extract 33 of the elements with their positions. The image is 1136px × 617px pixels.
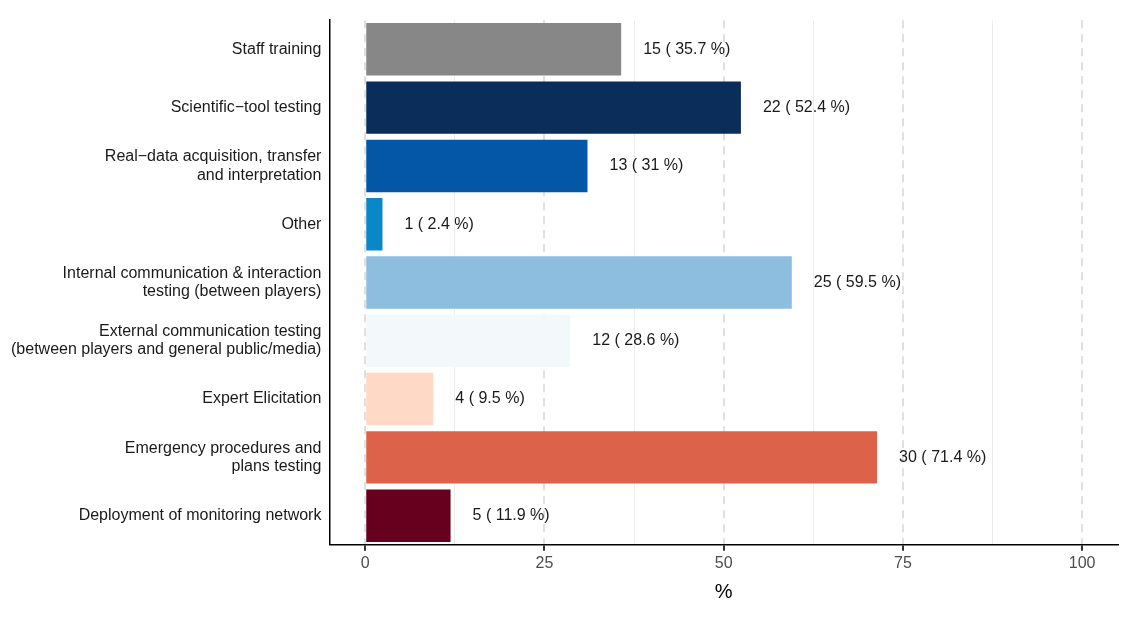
y-tick-label: Expert Elicitation (202, 389, 322, 407)
y-tick-label: Staff training (231, 39, 322, 57)
x-tick-label: 50 (714, 553, 733, 571)
bar (366, 139, 588, 193)
bar (366, 372, 434, 426)
bar (366, 81, 741, 134)
data-label: 22 ( 52.4 %) (762, 98, 851, 116)
data-label: 30 ( 71.4 %) (899, 447, 987, 465)
data-label: 1 ( 2.4 %) (404, 214, 474, 232)
data-label: 13 ( 31 %) (609, 156, 684, 174)
x-tick-label: 100 (1068, 553, 1096, 571)
data-label: 12 ( 28.6 %) (592, 331, 680, 349)
data-label: 4 ( 9.5 %) (455, 389, 525, 407)
x-tick-label: 75 (894, 553, 912, 571)
bar (366, 256, 792, 309)
data-label: 15 ( 35.7 %) (643, 39, 731, 57)
y-tick-label: Scientific−tool testing (170, 98, 322, 116)
bar (366, 197, 383, 251)
bar (366, 489, 451, 542)
x-tick-label: 0 (360, 553, 370, 571)
data-label: 5 ( 11.9 %) (472, 506, 550, 524)
y-tick-label: Other (281, 214, 323, 232)
data-label: 25 ( 59.5 %) (813, 272, 901, 290)
y-tick-label: Emergency procedures and plans testing (124, 438, 322, 474)
x-axis-title: % (714, 579, 733, 602)
y-tick-label: External communication testing (between players and general public/media) (11, 322, 322, 358)
y-tick-label: Deployment of monitoring network (78, 506, 323, 524)
bar (366, 431, 878, 484)
bar (366, 314, 571, 368)
x-tick-label: 25 (535, 553, 554, 571)
bar (366, 23, 622, 76)
y-tick-label: Real−data acquisition, transfer and interpretation (104, 147, 323, 183)
y-tick-label: Internal communication & interaction testing (between players) (62, 263, 322, 300)
